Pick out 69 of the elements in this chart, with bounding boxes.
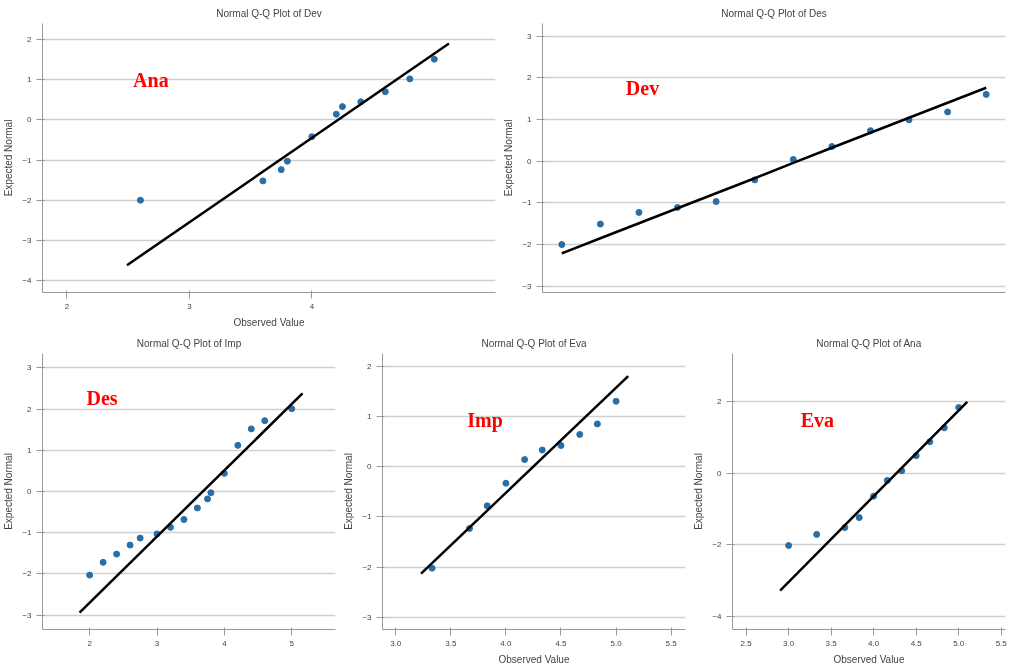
y-axis-title: Expected Normal [3, 119, 15, 197]
x-axis-title: Observed Value [498, 653, 570, 665]
x-tick-label: 4 [222, 638, 228, 648]
y-tick-label: 2 [527, 73, 533, 83]
y-tick-label: 0 [717, 468, 723, 478]
y-tick-label: 0 [367, 462, 373, 472]
x-tick-label: 3 [187, 301, 193, 311]
x-tick-label: 4.0 [500, 638, 513, 648]
x-tick-label: 4.0 [868, 638, 880, 648]
y-tick-label: 2 [367, 361, 373, 371]
y-tick-label: −2 [712, 540, 723, 550]
y-axis-title: Expected Normal [693, 453, 705, 530]
y-tick-label: −1 [22, 155, 33, 165]
x-tick-label: 2.5 [740, 638, 753, 648]
chart-title: Normal Q-Q Plot of Ana [816, 337, 922, 349]
x-tick-label: 5 [289, 638, 295, 648]
annotation: Des [86, 386, 118, 409]
x-tick-label: 3.0 [390, 638, 402, 648]
y-tick-label: −1 [362, 512, 373, 522]
y-tick-label: −2 [522, 240, 533, 250]
x-tick-label: 3 [154, 638, 160, 648]
chart-title: Normal Q-Q Plot of Imp [136, 337, 242, 349]
x-tick-label: 3.0 [783, 638, 795, 648]
annotation: Ana [133, 68, 169, 91]
x-tick-label: 2 [64, 301, 70, 311]
y-tick-label: 3 [27, 363, 33, 373]
y-tick-label: 0 [527, 156, 533, 166]
x-tick-label: 5.0 [953, 638, 965, 648]
y-tick-label: 1 [527, 114, 533, 124]
annotation: Eva [800, 408, 835, 431]
y-tick-label: 1 [27, 445, 33, 455]
x-axis-title: Observed Value [833, 653, 905, 665]
y-tick-label: −1 [522, 198, 533, 208]
x-tick-label: 5.5 [995, 638, 1008, 648]
x-tick-label: 4.5 [910, 638, 923, 648]
y-tick-label: −4 [712, 611, 723, 621]
y-tick-label: −3 [362, 612, 373, 622]
chart-title: Normal Q-Q Plot of Des [721, 7, 827, 19]
y-axis-title: Expected Normal [503, 119, 515, 197]
x-tick-label: 5.0 [610, 638, 623, 648]
y-tick-label: −3 [522, 281, 533, 291]
y-tick-label: 0 [27, 115, 33, 125]
x-tick-label: 3.5 [825, 638, 838, 648]
x-tick-label: 2 [87, 638, 93, 648]
x-tick-label: 3.5 [445, 638, 457, 648]
annotation: Dev [625, 76, 660, 99]
x-tick-label: 4.5 [555, 638, 568, 648]
y-tick-label: −2 [362, 562, 373, 572]
chart-title: Normal Q-Q Plot of Eva [481, 337, 587, 349]
y-tick-label: 2 [717, 397, 723, 407]
y-tick-label: 1 [27, 75, 33, 85]
y-tick-label: −4 [22, 275, 33, 285]
y-tick-label: −1 [22, 528, 33, 538]
x-tick-label: 4 [309, 301, 315, 311]
y-tick-label: 0 [27, 487, 33, 496]
y-tick-label: 2 [27, 404, 33, 414]
y-axis-title: Expected Normal [343, 453, 355, 530]
y-tick-label: 1 [367, 411, 373, 421]
annotation: Imp [467, 408, 503, 432]
y-tick-label: 3 [527, 31, 533, 41]
y-tick-label: −3 [22, 610, 33, 620]
y-axis-title: Expected Normal [3, 453, 15, 530]
x-tick-label: 5.5 [665, 638, 678, 648]
chart-title: Normal Q-Q Plot of Dev [216, 7, 322, 19]
y-tick-label: −2 [22, 195, 33, 205]
y-tick-label: −3 [22, 235, 33, 245]
y-tick-label: −2 [22, 569, 33, 579]
x-axis-title: Observed Value [233, 316, 305, 328]
y-tick-label: 2 [27, 35, 33, 45]
